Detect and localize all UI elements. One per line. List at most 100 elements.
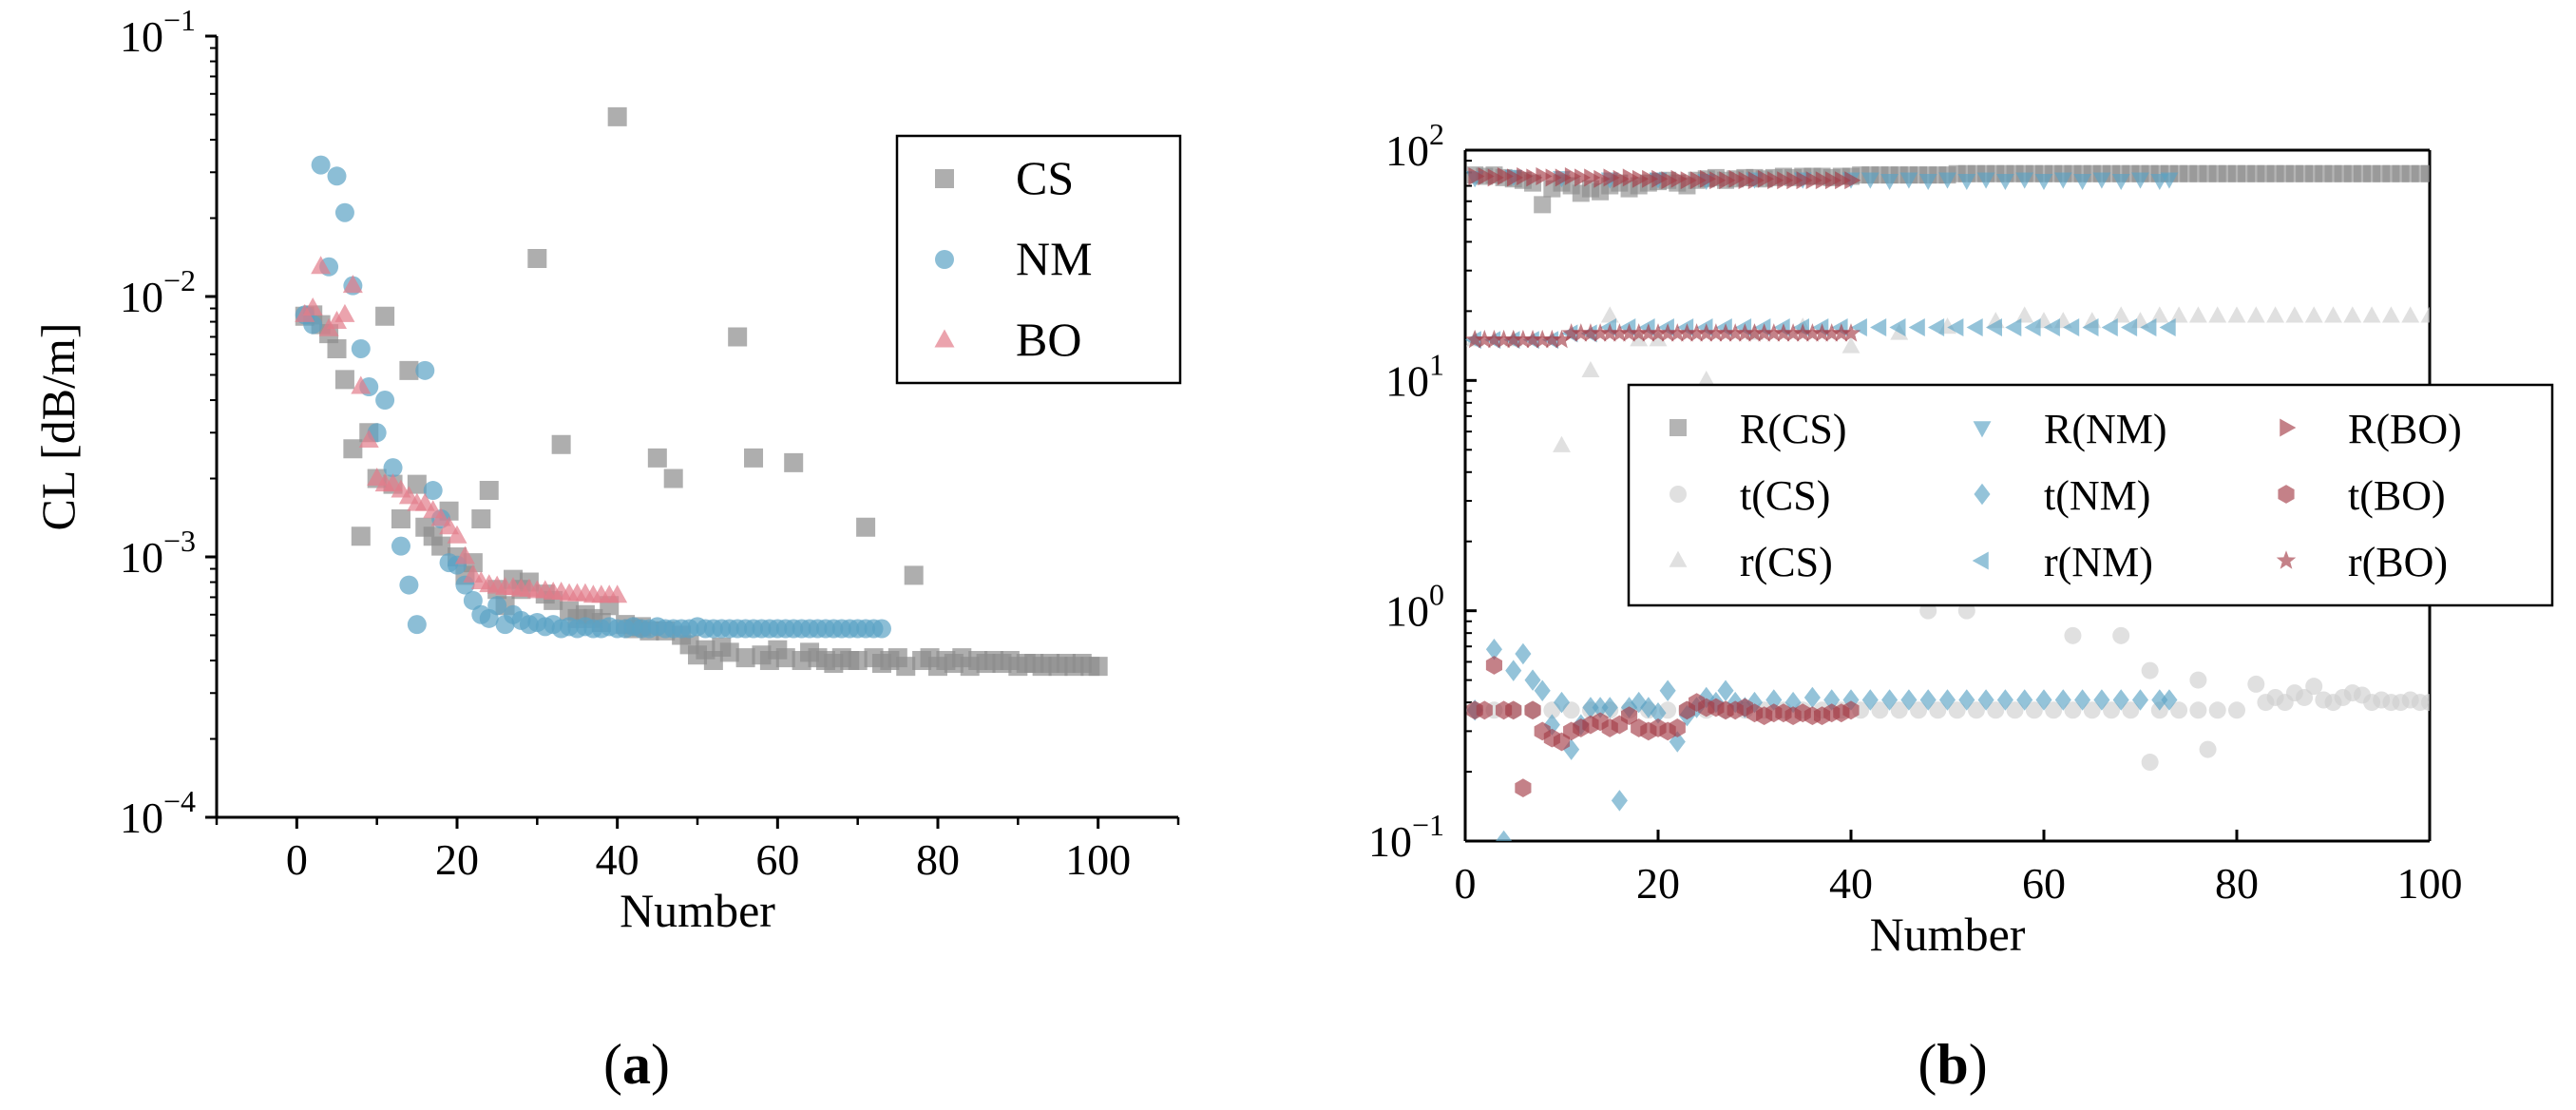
data-point: [1611, 790, 1628, 812]
data-point: [1767, 171, 1784, 190]
series-nm: [295, 155, 891, 639]
data-point: [1765, 689, 1783, 711]
legend-label: t(BO): [2348, 472, 2446, 519]
data-point: [2140, 318, 2157, 336]
data-point: [1612, 169, 1630, 188]
data-point: [2208, 701, 2226, 719]
data-point: [2083, 701, 2101, 719]
data-point: [2304, 306, 2323, 323]
data-point: [1987, 701, 2005, 719]
data-point: [1659, 679, 1676, 701]
y-tick-label: 10−1: [120, 3, 196, 61]
data-point: [1757, 169, 1774, 188]
data-point: [1545, 168, 1562, 187]
data-point: [2121, 318, 2138, 336]
data-point: [471, 508, 491, 528]
data-point: [1476, 700, 1493, 720]
x-tick-label: 20: [435, 835, 479, 884]
legend-box: [1627, 383, 2554, 607]
data-point: [1880, 173, 1899, 191]
data-point: [1745, 323, 1765, 342]
data-point: [311, 155, 331, 175]
panel-label-b: (b): [1918, 1033, 1987, 1096]
data-point: [1918, 173, 1937, 191]
data-point: [2188, 306, 2207, 323]
data-point: [1599, 323, 1620, 342]
data-point: [1677, 323, 1697, 342]
legend-entry-t-bo: t(BO): [2278, 472, 2446, 519]
data-point: [1631, 169, 1650, 188]
data-point: [2034, 173, 2053, 191]
data-point: [1630, 330, 1649, 347]
data-point: [1803, 686, 1821, 709]
series-r-cs: [1466, 164, 2430, 214]
data-point: [2305, 678, 2323, 696]
data-point: [2189, 671, 2207, 689]
data-point: [784, 452, 804, 472]
data-point: [407, 474, 427, 494]
legend-label: r(CS): [1740, 539, 1833, 585]
data-point: [1822, 323, 1841, 342]
panel-label-a: (a): [603, 1033, 670, 1096]
legend: R(CS) R(NM) R(BO) t(CS) t(NM) t(BO) r(CS) r(NM)…: [1627, 383, 2554, 607]
data-point: [2227, 306, 2246, 323]
data-point: [1728, 169, 1746, 188]
data-point: [334, 303, 355, 322]
data-point: [2053, 172, 2072, 189]
data-point: [1571, 323, 1592, 342]
data-point: [1526, 168, 1543, 187]
data-point: [1773, 323, 1794, 342]
data-point: [2054, 689, 2071, 711]
data-point: [1650, 701, 1667, 724]
legend-entry-t-cs: t(CS): [1670, 472, 1830, 519]
data-point: [1985, 318, 2002, 336]
plot-area: [1465, 164, 2430, 841]
legend-entry-r-bo: r(BO): [2276, 539, 2448, 585]
data-point: [1592, 697, 1609, 718]
data-point: [2141, 661, 2159, 679]
x-tick-label: 100: [2397, 859, 2463, 908]
data-point: [351, 338, 371, 358]
data-point: [1910, 701, 1928, 719]
series-t-bo: [1466, 656, 1860, 798]
data-point: [1700, 169, 1717, 188]
data-point: [391, 508, 410, 528]
data-point: [2208, 306, 2227, 323]
data-point: [430, 507, 451, 526]
data-point: [2246, 306, 2265, 323]
panel-label-b-letter: b: [1937, 1033, 1968, 1096]
data-point: [735, 648, 755, 668]
data-point: [1835, 171, 1852, 190]
data-point: [2082, 318, 2099, 336]
data-point: [1534, 679, 1551, 701]
data-point: [1542, 329, 1562, 349]
data-point: [1929, 701, 1947, 719]
data-point: [1661, 171, 1678, 190]
data-point: [1805, 171, 1822, 190]
data-point: [1938, 172, 1956, 189]
legend-entry-r-bo: R(BO): [2280, 406, 2462, 452]
data-point: [1967, 701, 1985, 719]
data-point: [1513, 329, 1534, 349]
legend-label: R(BO): [2348, 406, 2462, 452]
data-point: [1697, 370, 1716, 388]
data-point: [1496, 830, 1513, 841]
data-point: [1812, 323, 1832, 342]
x-axis-title: Number: [1870, 908, 2026, 961]
data-point: [2141, 754, 2159, 772]
data-point: [2025, 701, 2043, 719]
legend-entry-bo: BO: [934, 313, 1081, 366]
legend-marker: [1973, 421, 1992, 438]
series-t-nm: [1466, 639, 2178, 841]
data-point: [2112, 626, 2130, 644]
data-point: [1725, 323, 1746, 342]
data-point: [399, 575, 419, 595]
legend-entry-r-cs: R(CS): [1670, 406, 1846, 452]
legend-entry-cs: CS: [935, 151, 1074, 204]
legend-marker: [1670, 419, 1687, 436]
y-tick-label: 10−1: [1368, 808, 1444, 866]
data-point: [1738, 171, 1755, 190]
data-point: [1517, 167, 1534, 185]
data-point: [1524, 669, 1541, 691]
